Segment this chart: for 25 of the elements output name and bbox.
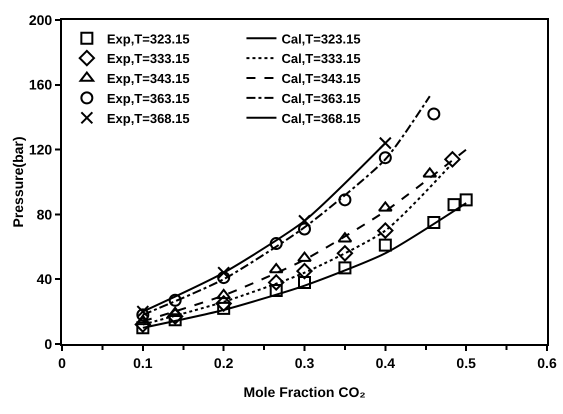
x-tick-label: 0.6 bbox=[537, 354, 557, 371]
x-tick-label: 0.5 bbox=[456, 354, 476, 371]
y-tick-label: 80 bbox=[36, 206, 52, 222]
legend-label: Cal,T=323.15 bbox=[281, 31, 361, 46]
x-tick-label: 0.4 bbox=[376, 354, 396, 371]
x-tick-label: 0.3 bbox=[294, 354, 314, 371]
legend-label: Exp,T=363.15 bbox=[106, 90, 190, 106]
legend-label: Cal,T=343.15 bbox=[281, 71, 361, 86]
legend-label: Exp,T=323.15 bbox=[106, 31, 190, 46]
legend-label: Cal,T=363.15 bbox=[281, 90, 361, 106]
y-tick-label: 0 bbox=[44, 336, 52, 352]
legend-label: Cal,T=368.15 bbox=[281, 110, 361, 126]
y-tick-label: 200 bbox=[28, 12, 52, 28]
x-axis-title: Mole Fraction CO₂ bbox=[243, 384, 366, 400]
y-tick-label: 120 bbox=[28, 142, 52, 158]
legend-label: Exp,T=343.15 bbox=[106, 71, 190, 86]
legend-label: Cal,T=333.15 bbox=[281, 51, 361, 66]
y-tick-label: 40 bbox=[36, 271, 52, 288]
y-axis-title: Pressure(bar) bbox=[10, 136, 26, 228]
y-tick-label: 160 bbox=[28, 76, 52, 93]
legend-label: Exp,T=368.15 bbox=[106, 110, 190, 126]
legend-label: Exp,T=333.15 bbox=[106, 51, 190, 66]
x-tick-label: 0.1 bbox=[133, 354, 153, 371]
x-tick-label: 0.2 bbox=[214, 354, 234, 371]
x-tick-label: 0 bbox=[58, 354, 66, 371]
